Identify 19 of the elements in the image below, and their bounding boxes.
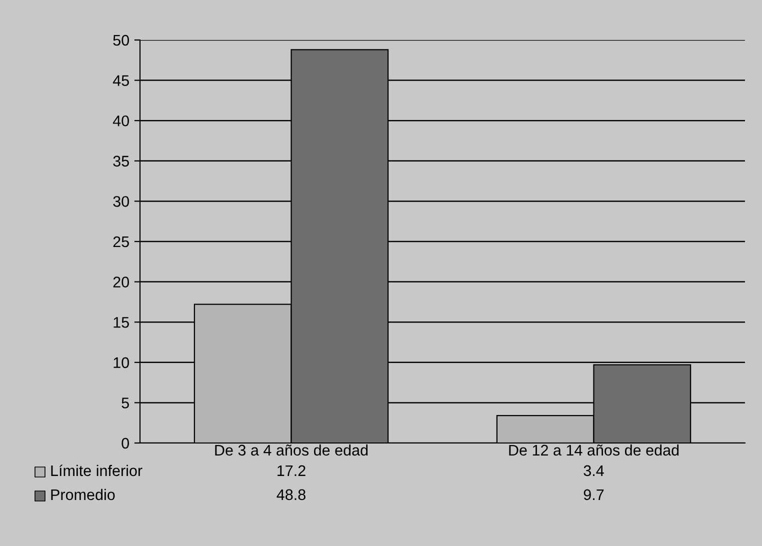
x-tick-label: De 3 a 4 años de edad bbox=[215, 444, 368, 456]
y-tick-label: 10 bbox=[114, 357, 129, 368]
x-tick-label: De 12 a 14 años de edad bbox=[509, 444, 679, 456]
y-tick-label: 40 bbox=[112, 115, 129, 126]
data-label: 48.8 bbox=[276, 489, 306, 500]
data-label: 3.4 bbox=[584, 465, 604, 476]
y-tick-label: 35 bbox=[113, 156, 129, 167]
data-label: 9.7 bbox=[584, 489, 604, 500]
data-label: 17.2 bbox=[278, 465, 306, 476]
y-tick-label: 20 bbox=[113, 276, 129, 288]
y-tick-label: 15 bbox=[114, 317, 129, 328]
y-tick-label: 0 bbox=[122, 438, 129, 449]
legend-label: Límite inferior bbox=[51, 464, 142, 476]
y-tick-label: 50 bbox=[113, 34, 129, 46]
y-tick-label: 30 bbox=[113, 196, 129, 207]
y-tick-label: 25 bbox=[113, 236, 129, 248]
y-tick-label: 5 bbox=[122, 398, 129, 408]
y-tick-label: 45 bbox=[112, 75, 129, 86]
legend-label: Promedio bbox=[51, 488, 115, 500]
